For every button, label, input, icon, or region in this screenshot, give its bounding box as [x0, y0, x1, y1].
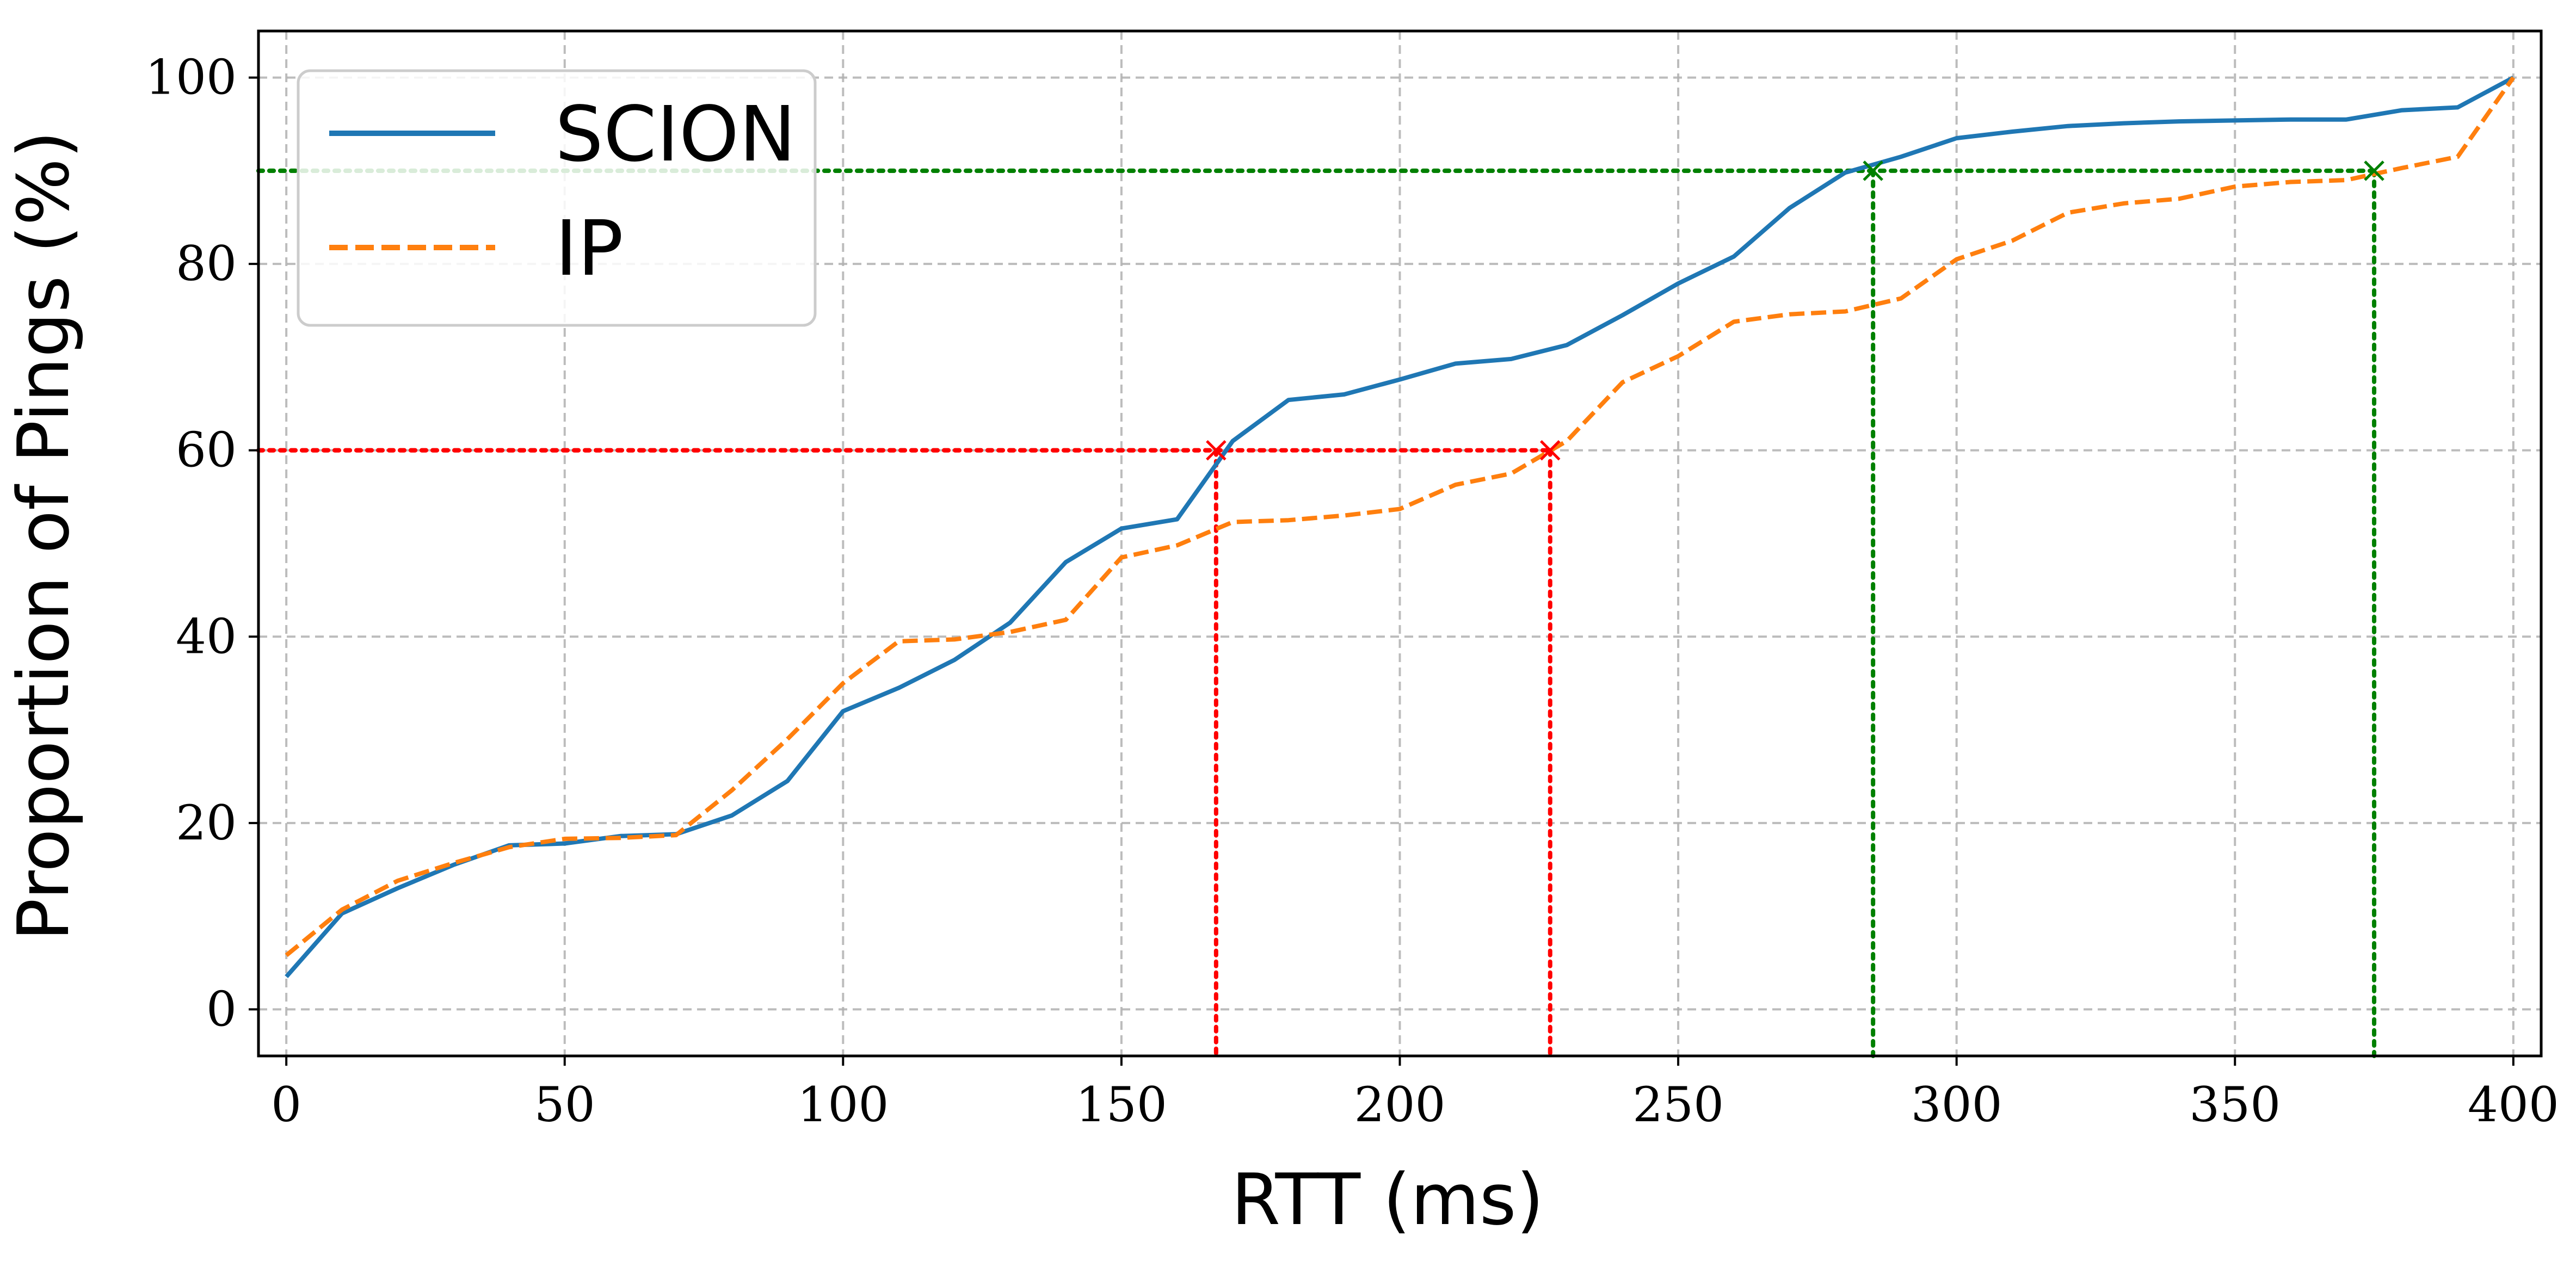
- y-tick-label: 100: [145, 50, 237, 106]
- x-tick-label: 50: [534, 1077, 595, 1133]
- y-tick-label: 0: [206, 981, 237, 1037]
- series-lines: [285, 76, 2516, 979]
- x-tick-label: 350: [2189, 1077, 2281, 1133]
- x-tick-label: 200: [1354, 1077, 1446, 1133]
- x-tick-label: 300: [1911, 1077, 2002, 1133]
- legend: SCION IP: [297, 69, 817, 327]
- x-tick-label: 400: [2468, 1077, 2559, 1133]
- x-tick-label: 250: [1632, 1077, 1724, 1133]
- x-tick-label: 150: [1076, 1077, 1167, 1133]
- reference-marker: [1863, 160, 1883, 181]
- x-axis-label: RTT (ms): [1231, 1158, 1544, 1241]
- legend-label-scion: SCION: [555, 90, 796, 179]
- reference-markers: [1206, 160, 2384, 461]
- y-tick-label: 80: [176, 236, 237, 292]
- reference-marker: [2364, 160, 2384, 181]
- series-line-ip: [285, 76, 2516, 957]
- grid: [258, 31, 2541, 1056]
- reference-marker: [1206, 440, 1227, 461]
- legend-label-ip: IP: [555, 205, 624, 293]
- x-tick-label: 0: [271, 1077, 301, 1133]
- y-tick-label: 60: [176, 422, 237, 478]
- x-tick-label: 100: [797, 1077, 889, 1133]
- y-axis-label: Proportion of Pings (%): [2, 131, 85, 941]
- y-tick-label: 20: [176, 795, 237, 851]
- reference-marker: [1539, 440, 1561, 461]
- axis-ticks: 0 50 100 150 200 250 300 350 400 0 20 40 60 80 100: [145, 50, 2559, 1133]
- y-tick-label: 40: [176, 608, 237, 664]
